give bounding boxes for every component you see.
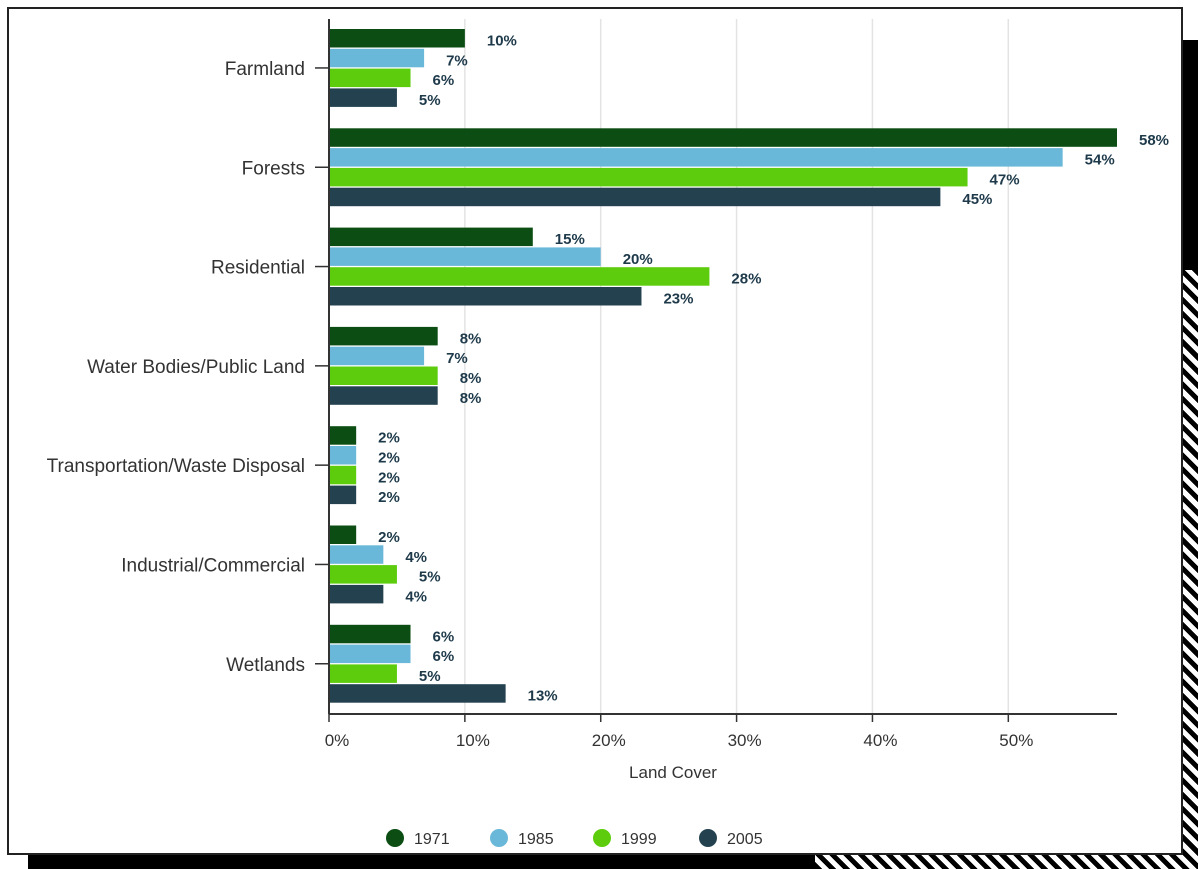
bar-1971 — [329, 128, 1117, 147]
bar-1999 — [329, 68, 411, 88]
value-label: 5% — [419, 668, 441, 685]
x-tick-label: 50% — [999, 731, 1033, 750]
bar-1999 — [329, 465, 357, 485]
value-label: 47% — [990, 171, 1020, 188]
value-label: 23% — [663, 291, 693, 308]
bar-1971 — [329, 426, 357, 445]
value-label: 4% — [405, 549, 427, 566]
bar-1999 — [329, 167, 968, 187]
bar-2005 — [329, 584, 384, 604]
value-label: 58% — [1139, 132, 1169, 149]
grid-lines — [464, 19, 1010, 714]
bar-1985 — [329, 545, 384, 564]
value-label: 5% — [419, 569, 441, 586]
bar-1999 — [329, 565, 397, 584]
legend: 1971 1985 1999 2005 — [386, 829, 763, 848]
value-label: 6% — [433, 72, 455, 89]
value-label: 45% — [962, 191, 992, 208]
x-tick-labels: 0% 10% 20% 30% 40% 50% — [325, 731, 1034, 750]
bar-1985 — [329, 446, 357, 465]
value-label: 8% — [460, 370, 482, 387]
bar-1971 — [329, 525, 357, 544]
x-axis-title: Land Cover — [629, 763, 717, 782]
value-label: 6% — [433, 648, 455, 665]
value-labels: 10% 7% 6% 5% 58% 54% 47% 45% 15% 20% 28% 23% 8% 7% 8% 8… — [378, 33, 1169, 705]
bar-2005 — [329, 386, 438, 405]
legend-swatch-1971 — [386, 829, 404, 847]
x-tick-label: 40% — [863, 731, 897, 750]
value-label: 4% — [405, 588, 427, 605]
x-tick-label: 20% — [592, 731, 626, 750]
bar-1999 — [329, 267, 710, 286]
legend-label: 2005 — [727, 831, 763, 848]
bar-1999 — [329, 366, 438, 385]
bar-1985 — [329, 346, 425, 366]
value-label: 7% — [446, 350, 468, 367]
category-labels: Farmland Forests Residential Water Bodies/P… — [47, 59, 305, 676]
bars — [329, 29, 1117, 703]
x-tick-label: 10% — [456, 731, 490, 750]
bar-1985 — [329, 247, 601, 266]
bar-1971 — [329, 29, 465, 48]
value-label: 7% — [446, 52, 468, 69]
axes — [315, 19, 1117, 722]
value-label: 54% — [1085, 152, 1115, 169]
value-label: 15% — [555, 231, 585, 248]
bar-1985 — [329, 644, 411, 664]
value-label: 2% — [378, 469, 400, 486]
land-cover-chart: 10% 7% 6% 5% 58% 54% 47% 45% 15% 20% 28% 23% 8% 7% 8% 8… — [47, 19, 1169, 848]
value-label: 20% — [623, 251, 653, 268]
category-label: Water Bodies/Public Land — [87, 357, 305, 378]
category-label: Forests — [242, 158, 305, 179]
bar-1971 — [329, 227, 533, 247]
x-tick-label: 30% — [728, 731, 762, 750]
value-label: 2% — [378, 489, 400, 506]
bar-2005 — [329, 485, 357, 505]
value-label: 2% — [378, 430, 400, 447]
bar-1971 — [329, 624, 411, 644]
value-label: 8% — [460, 390, 482, 407]
value-label: 2% — [378, 529, 400, 546]
value-label: 5% — [419, 92, 441, 109]
category-label: Wetlands — [226, 655, 305, 676]
value-label: 6% — [433, 628, 455, 645]
category-label: Farmland — [225, 59, 305, 80]
value-label: 28% — [731, 271, 761, 288]
bar-1999 — [329, 664, 397, 683]
bar-2005 — [329, 88, 397, 107]
bar-2005 — [329, 187, 941, 207]
legend-label: 1985 — [518, 831, 554, 848]
bar-2005 — [329, 287, 642, 306]
value-label: 2% — [378, 450, 400, 467]
value-label: 10% — [487, 33, 517, 50]
value-label: 13% — [528, 688, 558, 705]
value-label: 8% — [460, 330, 482, 347]
x-tick-label: 0% — [325, 731, 350, 750]
legend-label: 1999 — [621, 831, 657, 848]
legend-swatch-1985 — [490, 829, 508, 847]
category-label: Residential — [211, 258, 305, 279]
bar-1971 — [329, 326, 438, 346]
bar-2005 — [329, 684, 506, 703]
legend-label: 1971 — [414, 831, 450, 848]
category-label: Industrial/Commercial — [121, 555, 305, 576]
legend-swatch-2005 — [699, 829, 717, 847]
legend-swatch-1999 — [593, 829, 611, 847]
bar-1985 — [329, 148, 1063, 167]
bar-1985 — [329, 48, 425, 68]
category-label: Transportation/Waste Disposal — [47, 456, 305, 477]
chart-panel: 10% 7% 6% 5% 58% 54% 47% 45% 15% 20% 28% 23% 8% 7% 8% 8… — [7, 7, 1183, 855]
